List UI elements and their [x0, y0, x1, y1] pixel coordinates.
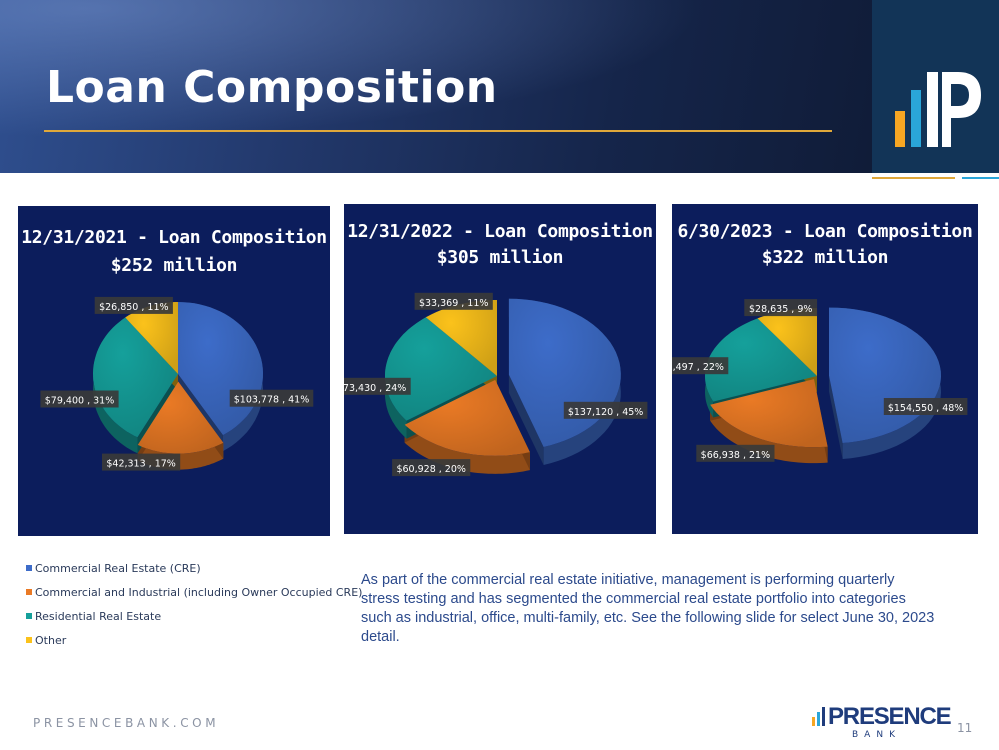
- logo-bar-short: [895, 111, 905, 147]
- data-label-box: [672, 357, 729, 375]
- legend-swatch: [26, 589, 32, 595]
- legend-item-residential: Residential Real Estate: [26, 604, 362, 628]
- pie-chart-2022: $137,120 , 45% $60,928 , 20% $73,430 , 24%…: [344, 292, 648, 477]
- legend-swatch: [26, 565, 32, 571]
- chart-title-line2: $305 million: [436, 247, 564, 268]
- chart-title-line2: $252 million: [110, 255, 238, 276]
- data-label-box: [392, 459, 471, 477]
- presence-logo: [872, 0, 999, 173]
- header-banner: Loan Composition: [0, 0, 872, 173]
- data-label: $154,550 , 48%: [888, 403, 964, 414]
- presence-bars-icon: [812, 707, 825, 726]
- presence-logo-icon: [895, 72, 981, 147]
- pie-slice-2: [705, 318, 817, 402]
- data-label-box: [563, 401, 648, 419]
- pie-slice-1: [404, 379, 530, 456]
- chart-title-line1: 12/31/2021 - Loan Composition: [21, 227, 327, 248]
- footer-bar-1: [812, 717, 815, 726]
- pie-slice-1: [710, 379, 828, 448]
- chart-panel-2021: 12/31/2021 - Loan Composition $252 milli…: [18, 206, 330, 536]
- title-underline: [44, 130, 832, 132]
- data-label: $28,635 , 9%: [749, 304, 812, 315]
- chart-panel-2023: 6/30/2023 - Loan Composition $322 millio…: [672, 204, 978, 534]
- pie-tops: [705, 307, 941, 448]
- pie-slice-2: [385, 317, 497, 421]
- logo-bar-tall: [927, 72, 938, 147]
- legend-swatch: [26, 637, 32, 643]
- chart-title-line1: 12/31/2022 - Loan Composition: [347, 221, 653, 242]
- footer-brand-name: PRESENCE: [828, 703, 952, 730]
- footer-brand-sub: BANK: [852, 730, 901, 740]
- logo-p-bowl: [942, 72, 981, 147]
- data-label: $71,497 , 22%: [672, 362, 724, 373]
- data-label: $42,313 , 17%: [106, 459, 175, 470]
- data-label: $73,430 , 24%: [344, 383, 406, 394]
- pie-slice-3: [125, 302, 178, 374]
- legend-item-other: Other: [26, 628, 362, 652]
- data-label-box: [344, 377, 411, 395]
- legend-item-cre: Commercial Real Estate (CRE): [26, 556, 362, 580]
- chart-panel-2022: 12/31/2022 - Loan Composition $305 milli…: [344, 204, 656, 534]
- data-label-box: [40, 390, 119, 408]
- legend-swatch: [26, 613, 32, 619]
- pie-data-labels: $137,120 , 45% $60,928 , 20% $73,430 , 24%…: [344, 292, 648, 477]
- website-link[interactable]: PRESENCEBANK.COM: [33, 716, 220, 730]
- corner-line-gold: [872, 177, 955, 179]
- data-label-box: [414, 292, 493, 310]
- pie-data-labels: $154,550 , 48% $66,938 , 21% $71,497 , 22%…: [672, 299, 968, 462]
- pie-chart-2023: $154,550 , 48% $66,938 , 21% $71,497 , 22%…: [672, 299, 968, 464]
- logo-bar-medium: [911, 90, 921, 147]
- pie-chart-2021: $103,778 , 41% $42,313 , 17% $79,400 , 31%…: [40, 296, 314, 471]
- chart-legend: Commercial Real Estate (CRE) Commercial …: [26, 556, 362, 652]
- page-title: Loan Composition: [46, 62, 498, 113]
- pie-slice-3: [425, 300, 497, 376]
- pie-slice-wall: [828, 375, 843, 460]
- legend-label: Commercial Real Estate (CRE): [35, 561, 201, 575]
- commentary-text: As part of the commercial real estate in…: [361, 572, 935, 645]
- legend-label: Commercial and Industrial (including Own…: [35, 585, 363, 599]
- data-label: $103,778 , 41%: [234, 395, 310, 406]
- data-label-box: [744, 299, 818, 317]
- pie-slice-1: [137, 381, 224, 454]
- data-label: $137,120 , 45%: [568, 407, 644, 418]
- pie-slice-3: [757, 308, 817, 376]
- data-label-box: [102, 453, 181, 471]
- data-label: $33,369 , 11%: [419, 298, 488, 309]
- pie-slice-wall: [508, 374, 544, 465]
- footer-bar-2: [817, 712, 820, 726]
- footer-bar-3: [822, 707, 825, 726]
- data-label-box: [229, 389, 314, 407]
- data-label: $66,938 , 21%: [701, 450, 770, 461]
- data-label-box: [94, 296, 173, 314]
- pie-data-labels: $103,778 , 41% $42,313 , 17% $79,400 , 31%…: [40, 296, 314, 471]
- data-label: $60,928 , 20%: [396, 464, 465, 475]
- corner-line-blue: [962, 177, 999, 179]
- chart-title-line1: 6/30/2023 - Loan Composition: [677, 221, 973, 242]
- page-number: 11: [957, 721, 973, 735]
- data-label-box: [696, 444, 775, 462]
- pie-tops: [385, 298, 621, 456]
- legend-label: Residential Real Estate: [35, 609, 162, 623]
- legend-item-ci: Commercial and Industrial (including Own…: [26, 580, 362, 604]
- legend-label: Other: [35, 633, 67, 647]
- chart-title-line2: $322 million: [761, 247, 889, 268]
- pie-slice-side: [710, 404, 828, 464]
- data-label: $79,400 , 31%: [45, 396, 114, 407]
- header-gloss: [0, 0, 872, 173]
- data-label-box: [883, 398, 968, 415]
- data-label: $26,850 , 11%: [99, 302, 168, 313]
